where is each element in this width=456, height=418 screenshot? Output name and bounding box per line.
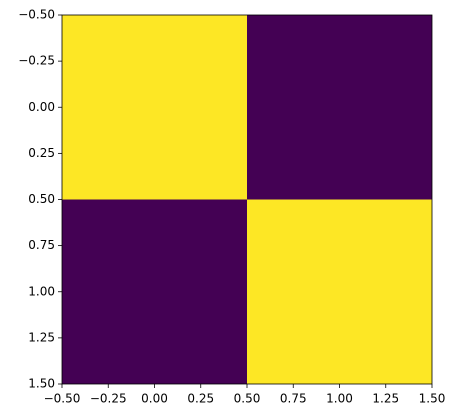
x-tick-label: 0.50 <box>234 392 261 406</box>
y-tick-label: −0.50 <box>18 8 55 22</box>
y-tick-label: 0.50 <box>28 192 55 206</box>
y-tick-label: 1.00 <box>28 284 55 298</box>
x-tick-label: 1.25 <box>372 392 399 406</box>
heatmap-cell <box>247 199 432 384</box>
x-tick-label: 0.25 <box>187 392 214 406</box>
x-tick-label: 1.50 <box>419 392 446 406</box>
heatmap-cell <box>62 15 247 200</box>
x-tick-label: −0.50 <box>44 392 81 406</box>
y-tick-label: −0.25 <box>18 54 55 68</box>
heatmap-cell <box>62 199 247 384</box>
y-tick-label: 1.25 <box>28 330 55 344</box>
y-tick-label: 0.00 <box>28 100 55 114</box>
x-tick-label: 0.75 <box>280 392 307 406</box>
x-tick-label: 1.00 <box>326 392 353 406</box>
x-tick-label: 0.00 <box>141 392 168 406</box>
y-tick-label: 0.25 <box>28 146 55 160</box>
x-tick-label: −0.25 <box>90 392 127 406</box>
y-tick-label: 1.50 <box>28 377 55 391</box>
y-tick-label: 0.75 <box>28 238 55 252</box>
heatmap-cell <box>247 15 432 200</box>
